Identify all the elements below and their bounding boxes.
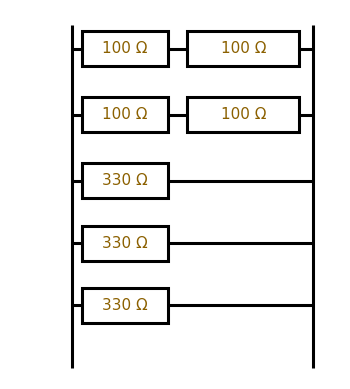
Text: 100 Ω: 100 Ω: [220, 41, 266, 56]
FancyBboxPatch shape: [82, 288, 168, 323]
FancyBboxPatch shape: [82, 226, 168, 261]
FancyBboxPatch shape: [82, 97, 168, 132]
FancyBboxPatch shape: [82, 31, 168, 66]
Text: 100 Ω: 100 Ω: [102, 107, 148, 122]
Text: 330 Ω: 330 Ω: [102, 236, 148, 251]
FancyBboxPatch shape: [187, 31, 299, 66]
FancyBboxPatch shape: [187, 97, 299, 132]
Text: 100 Ω: 100 Ω: [220, 107, 266, 122]
Text: 330 Ω: 330 Ω: [102, 298, 148, 313]
FancyBboxPatch shape: [82, 163, 168, 198]
Text: 330 Ω: 330 Ω: [102, 173, 148, 188]
Text: 100 Ω: 100 Ω: [102, 41, 148, 56]
